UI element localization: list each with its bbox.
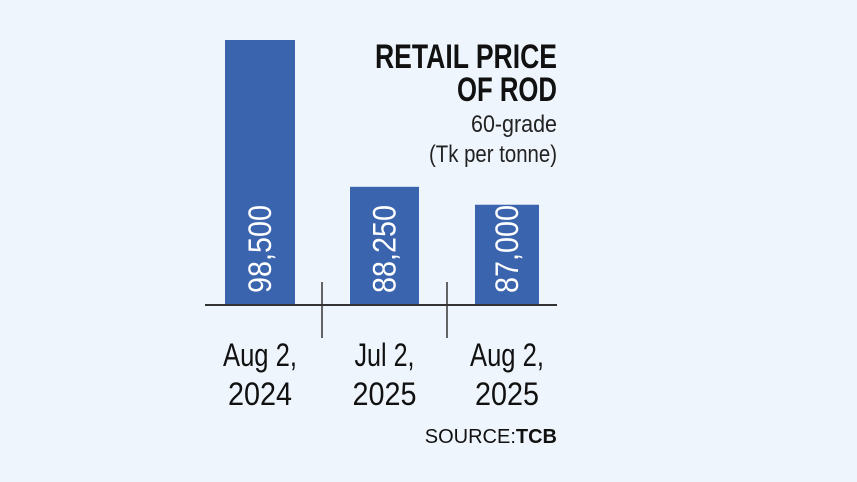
- chart-title-line1: RETAIL PRICE: [375, 38, 557, 76]
- category-label: 2024: [228, 376, 292, 412]
- source-label: SOURCE:TCB: [425, 426, 557, 448]
- chart-title-line2: OF ROD: [457, 71, 557, 109]
- category-label: Aug 2,: [223, 337, 297, 373]
- source-name: TCB: [516, 426, 557, 448]
- bar-value-label: 98,500: [242, 205, 278, 293]
- chart-subtitle-line2: (Tk per tonne): [429, 141, 557, 168]
- bar-value-label: 88,250: [367, 205, 403, 293]
- category-label: Aug 2,: [470, 337, 544, 373]
- bar-value-label: 87,000: [489, 205, 525, 293]
- category-label: 2025: [353, 376, 417, 412]
- chart-subtitle-line1: 60-grade: [471, 111, 557, 138]
- bar: [225, 40, 295, 305]
- bar: [350, 186, 419, 305]
- source-prefix: SOURCE:: [425, 426, 516, 448]
- category-label: Jul 2,: [355, 337, 415, 373]
- bar: [475, 204, 539, 305]
- category-label: 2025: [475, 376, 539, 412]
